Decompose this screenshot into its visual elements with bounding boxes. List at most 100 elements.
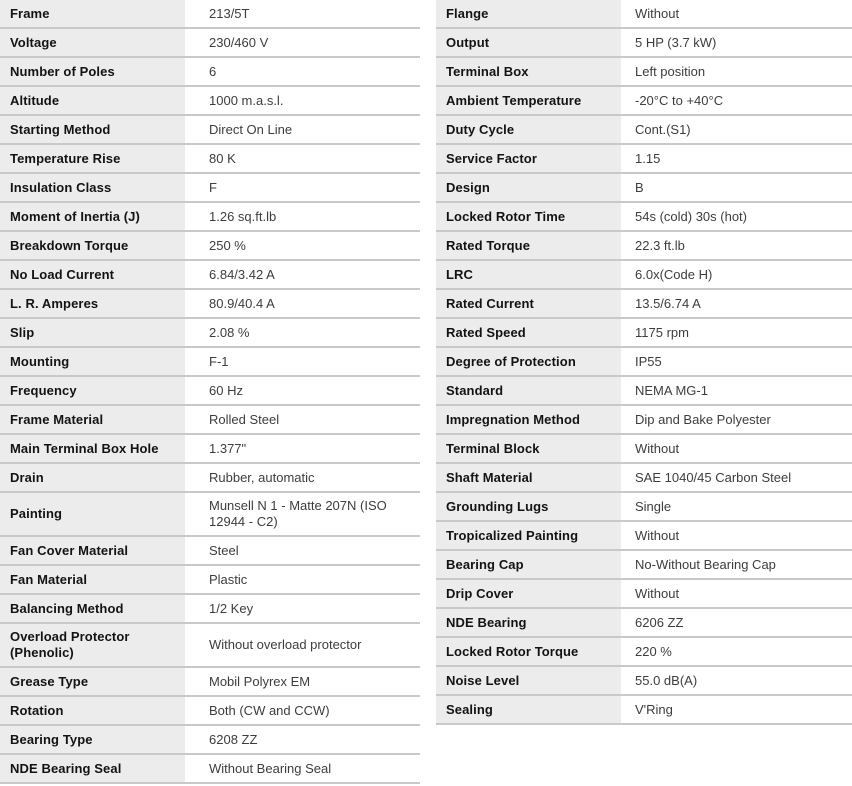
spec-row: Bearing Type 6208 ZZ bbox=[0, 726, 420, 755]
spec-value: Dip and Bake Polyester bbox=[621, 406, 852, 433]
spec-value: 54s (cold) 30s (hot) bbox=[621, 203, 852, 230]
spec-row: Tropicalized Painting Without bbox=[436, 522, 852, 551]
spec-label: Frequency bbox=[0, 377, 185, 404]
spec-row: Overload Protector (Phenolic) Without ov… bbox=[0, 624, 420, 668]
spec-label: Service Factor bbox=[436, 145, 621, 172]
spec-value: Without bbox=[621, 522, 852, 549]
spec-label: Fan Material bbox=[0, 566, 185, 593]
spec-label: Terminal Box bbox=[436, 58, 621, 85]
spec-value: 1000 m.a.s.l. bbox=[185, 87, 420, 114]
spec-label: Frame Material bbox=[0, 406, 185, 433]
spec-value: 80.9/40.4 A bbox=[185, 290, 420, 317]
spec-row: Insulation Class F bbox=[0, 174, 420, 203]
spec-value: 1/2 Key bbox=[185, 595, 420, 622]
spec-row: Ambient Temperature -20°C to +40°C bbox=[436, 87, 852, 116]
spec-row: Frame Material Rolled Steel bbox=[0, 406, 420, 435]
spec-label: Mounting bbox=[0, 348, 185, 375]
spec-label: No Load Current bbox=[0, 261, 185, 288]
spec-table-right: Flange Without Output 5 HP (3.7 kW) Term… bbox=[436, 0, 852, 725]
spec-row: Grease Type Mobil Polyrex EM bbox=[0, 668, 420, 697]
spec-row: Terminal Block Without bbox=[436, 435, 852, 464]
spec-value: Rolled Steel bbox=[185, 406, 420, 433]
spec-value: B bbox=[621, 174, 852, 201]
spec-row: Grounding Lugs Single bbox=[436, 493, 852, 522]
spec-label: Degree of Protection bbox=[436, 348, 621, 375]
spec-value: Plastic bbox=[185, 566, 420, 593]
spec-label: Altitude bbox=[0, 87, 185, 114]
spec-row: Shaft Material SAE 1040/45 Carbon Steel bbox=[436, 464, 852, 493]
spec-label: Design bbox=[436, 174, 621, 201]
spec-value: 6.84/3.42 A bbox=[185, 261, 420, 288]
spec-label: Frame bbox=[0, 0, 185, 27]
spec-value: 1.26 sq.ft.lb bbox=[185, 203, 420, 230]
spec-label: Duty Cycle bbox=[436, 116, 621, 143]
spec-row: Balancing Method 1/2 Key bbox=[0, 595, 420, 624]
spec-row: LRC 6.0x(Code H) bbox=[436, 261, 852, 290]
spec-value: Mobil Polyrex EM bbox=[185, 668, 420, 695]
spec-label: Grounding Lugs bbox=[436, 493, 621, 520]
spec-row: Impregnation Method Dip and Bake Polyest… bbox=[436, 406, 852, 435]
spec-row: Duty Cycle Cont.(S1) bbox=[436, 116, 852, 145]
spec-label: Terminal Block bbox=[436, 435, 621, 462]
spec-value: 6 bbox=[185, 58, 420, 85]
spec-row: Standard NEMA MG-1 bbox=[436, 377, 852, 406]
spec-value: Single bbox=[621, 493, 852, 520]
spec-row: Fan Material Plastic bbox=[0, 566, 420, 595]
spec-row: Temperature Rise 80 K bbox=[0, 145, 420, 174]
spec-value: Without bbox=[621, 435, 852, 462]
spec-row: Service Factor 1.15 bbox=[436, 145, 852, 174]
spec-label: Standard bbox=[436, 377, 621, 404]
spec-row: Locked Rotor Time 54s (cold) 30s (hot) bbox=[436, 203, 852, 232]
spec-value: 55.0 dB(A) bbox=[621, 667, 852, 694]
spec-label: Overload Protector (Phenolic) bbox=[0, 624, 185, 666]
spec-row: Number of Poles 6 bbox=[0, 58, 420, 87]
spec-label: L. R. Amperes bbox=[0, 290, 185, 317]
spec-value: 6.0x(Code H) bbox=[621, 261, 852, 288]
spec-value: F-1 bbox=[185, 348, 420, 375]
spec-value: 250 % bbox=[185, 232, 420, 259]
spec-row: Voltage 230/460 V bbox=[0, 29, 420, 58]
spec-label: Breakdown Torque bbox=[0, 232, 185, 259]
spec-value: No-Without Bearing Cap bbox=[621, 551, 852, 578]
spec-value: Left position bbox=[621, 58, 852, 85]
spec-row: Rated Speed 1175 rpm bbox=[436, 319, 852, 348]
spec-value: 220 % bbox=[621, 638, 852, 665]
spec-row: Painting Munsell N 1 - Matte 207N (ISO 1… bbox=[0, 493, 420, 537]
spec-value: SAE 1040/45 Carbon Steel bbox=[621, 464, 852, 491]
spec-row: Flange Without bbox=[436, 0, 852, 29]
spec-value: 213/5T bbox=[185, 0, 420, 27]
spec-label: Moment of Inertia (J) bbox=[0, 203, 185, 230]
spec-value: 2.08 % bbox=[185, 319, 420, 346]
spec-value: Both (CW and CCW) bbox=[185, 697, 420, 724]
spec-label: Rated Speed bbox=[436, 319, 621, 346]
spec-value: 13.5/6.74 A bbox=[621, 290, 852, 317]
spec-value: Without bbox=[621, 0, 852, 27]
spec-value: Without overload protector bbox=[185, 624, 420, 666]
spec-row: Drip Cover Without bbox=[436, 580, 852, 609]
spec-value: NEMA MG-1 bbox=[621, 377, 852, 404]
spec-label: Slip bbox=[0, 319, 185, 346]
spec-value: Munsell N 1 - Matte 207N (ISO 12944 - C2… bbox=[185, 493, 420, 535]
spec-label: Fan Cover Material bbox=[0, 537, 185, 564]
spec-label: Bearing Type bbox=[0, 726, 185, 753]
spec-value: IP55 bbox=[621, 348, 852, 375]
spec-row: Fan Cover Material Steel bbox=[0, 537, 420, 566]
spec-row: Rotation Both (CW and CCW) bbox=[0, 697, 420, 726]
spec-value: 80 K bbox=[185, 145, 420, 172]
spec-label: Locked Rotor Time bbox=[436, 203, 621, 230]
spec-value: 6206 ZZ bbox=[621, 609, 852, 636]
spec-value: 1.377" bbox=[185, 435, 420, 462]
spec-value: F bbox=[185, 174, 420, 201]
spec-label: Tropicalized Painting bbox=[436, 522, 621, 549]
spec-row: Moment of Inertia (J) 1.26 sq.ft.lb bbox=[0, 203, 420, 232]
spec-label: Drip Cover bbox=[436, 580, 621, 607]
spec-label: Main Terminal Box Hole bbox=[0, 435, 185, 462]
spec-label: Insulation Class bbox=[0, 174, 185, 201]
spec-value: 5 HP (3.7 kW) bbox=[621, 29, 852, 56]
spec-label: NDE Bearing bbox=[436, 609, 621, 636]
spec-value: Rubber, automatic bbox=[185, 464, 420, 491]
spec-row: Frame 213/5T bbox=[0, 0, 420, 29]
spec-row: Rated Torque 22.3 ft.lb bbox=[436, 232, 852, 261]
spec-label: Impregnation Method bbox=[436, 406, 621, 433]
